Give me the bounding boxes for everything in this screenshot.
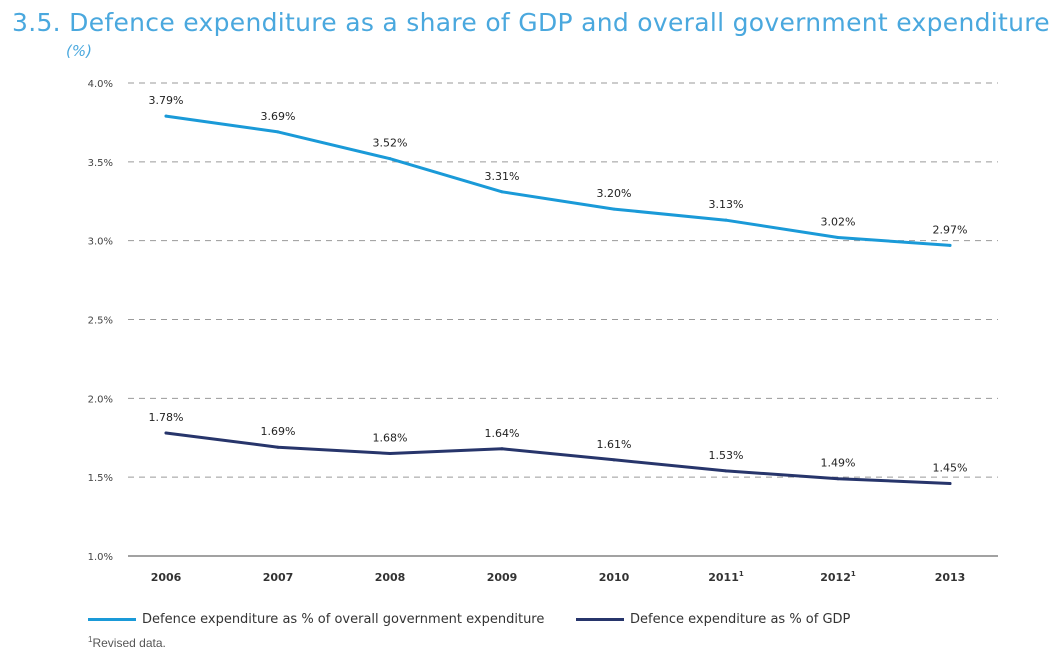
- data-point: [836, 236, 840, 240]
- x-tick-label: 2007: [263, 571, 294, 584]
- x-tick-label: 2009: [487, 571, 518, 584]
- data-label: 3.69%: [261, 110, 296, 123]
- y-tick-label: 4.0%: [88, 79, 113, 90]
- data-label: 1.68%: [373, 432, 408, 445]
- data-point: [276, 130, 280, 134]
- data-point: [388, 452, 392, 456]
- footnote-mark: 1: [88, 635, 93, 644]
- line-chart: 1.0%1.5%2.0%2.5%3.0%3.5%4.0% 2006 2007 200…: [88, 79, 998, 584]
- x-tick-footnote-mark: 1: [739, 570, 744, 578]
- data-point: [948, 481, 952, 485]
- legend-item-gdp: Defence expenditure as % of GDP: [576, 612, 850, 627]
- chart-unit: (%): [66, 42, 92, 60]
- data-label: 3.20%: [597, 187, 632, 200]
- data-point: [164, 431, 168, 435]
- data-label: 3.02%: [821, 216, 856, 229]
- x-tick-label: 20111: [708, 570, 744, 584]
- data-label: 1.45%: [933, 461, 968, 474]
- legend-swatch-overall: [88, 618, 136, 621]
- data-label: 1.61%: [597, 438, 632, 451]
- legend-item-overall: Defence expenditure as % of overall gove…: [88, 612, 544, 627]
- y-tick-label: 1.0%: [88, 552, 113, 563]
- y-tick-label: 3.5%: [88, 158, 113, 169]
- x-tick-footnote-mark: 1: [851, 570, 856, 578]
- x-tick-label: 2006: [151, 571, 182, 584]
- legend-label-gdp: Defence expenditure as % of GDP: [630, 612, 851, 627]
- x-tick-label: 2013: [935, 571, 966, 584]
- y-tick-label: 2.0%: [88, 394, 113, 405]
- footnote-text: Revised data.: [92, 636, 166, 650]
- data-point: [500, 447, 504, 451]
- footnote: 1Revised data.: [88, 635, 166, 650]
- y-tick-label: 3.0%: [88, 237, 113, 248]
- data-point: [948, 243, 952, 247]
- x-tick-label: 2008: [375, 571, 406, 584]
- data-label: 1.78%: [149, 411, 184, 424]
- x-axis: 2006 2007 2008 2009 2010 20111 20121 2013: [151, 570, 966, 584]
- data-label: 1.53%: [709, 449, 744, 462]
- data-point: [164, 114, 168, 118]
- chart-title: 3.5. Defence expenditure as a share of G…: [12, 8, 1050, 37]
- y-axis: 1.0% 1.5% 2.0% 2.5% 3.0% 3.5% 4.0%: [88, 79, 113, 563]
- data-point: [388, 157, 392, 161]
- series-layer: 3.79% 3.69% 3.52% 3.31% 3.20% 3.13% 3.02% 2.97%…: [149, 94, 968, 485]
- data-point: [724, 469, 728, 473]
- data-label: 3.79%: [149, 94, 184, 107]
- legend-swatch-gdp: [576, 618, 624, 621]
- data-point: [276, 445, 280, 449]
- data-label: 1.69%: [261, 425, 296, 438]
- y-tick-label: 1.5%: [88, 473, 113, 484]
- data-point: [836, 477, 840, 481]
- grid-lines: [128, 82, 998, 557]
- series-line-1: [164, 431, 952, 485]
- series-line-0: [164, 114, 952, 247]
- data-point: [724, 218, 728, 222]
- data-label: 2.97%: [933, 223, 968, 236]
- y-tick-label: 2.5%: [88, 316, 113, 327]
- data-point: [500, 190, 504, 194]
- data-label: 1.49%: [821, 457, 856, 470]
- data-label: 1.64%: [485, 427, 520, 440]
- data-label: 3.52%: [373, 137, 408, 150]
- legend-label-overall: Defence expenditure as % of overall gove…: [142, 612, 545, 627]
- data-point: [612, 458, 616, 462]
- x-tick-label: 20121: [820, 570, 856, 584]
- data-label: 3.31%: [485, 170, 520, 183]
- data-label: 3.13%: [709, 198, 744, 211]
- x-tick-label: 2010: [599, 571, 630, 584]
- data-point: [612, 207, 616, 211]
